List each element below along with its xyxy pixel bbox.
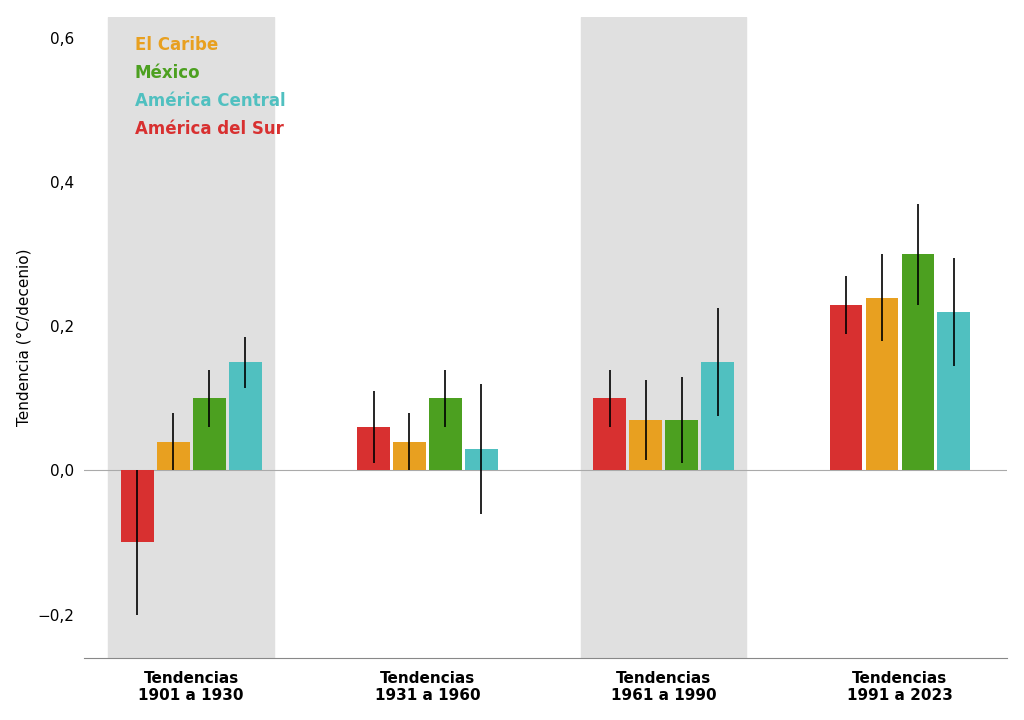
Bar (109, 17, 273, 658)
Bar (938, 312, 971, 470)
Bar (357, 427, 390, 470)
Bar (193, 398, 225, 470)
Legend: El Caribe, México, América Central, América del Sur: El Caribe, México, América Central, Amér… (101, 32, 291, 143)
Bar (593, 398, 627, 470)
Bar (901, 254, 934, 470)
Bar (666, 420, 698, 470)
Bar (581, 17, 746, 658)
Y-axis label: Tendencia (°C/decenio): Tendencia (°C/decenio) (16, 248, 32, 426)
Bar (701, 362, 734, 470)
Bar (865, 297, 898, 470)
Bar (157, 441, 189, 470)
Bar (393, 441, 426, 470)
Bar (228, 362, 261, 470)
Bar (121, 470, 154, 542)
Bar (465, 449, 498, 470)
Bar (630, 420, 663, 470)
Bar (429, 398, 462, 470)
Bar (829, 305, 862, 470)
